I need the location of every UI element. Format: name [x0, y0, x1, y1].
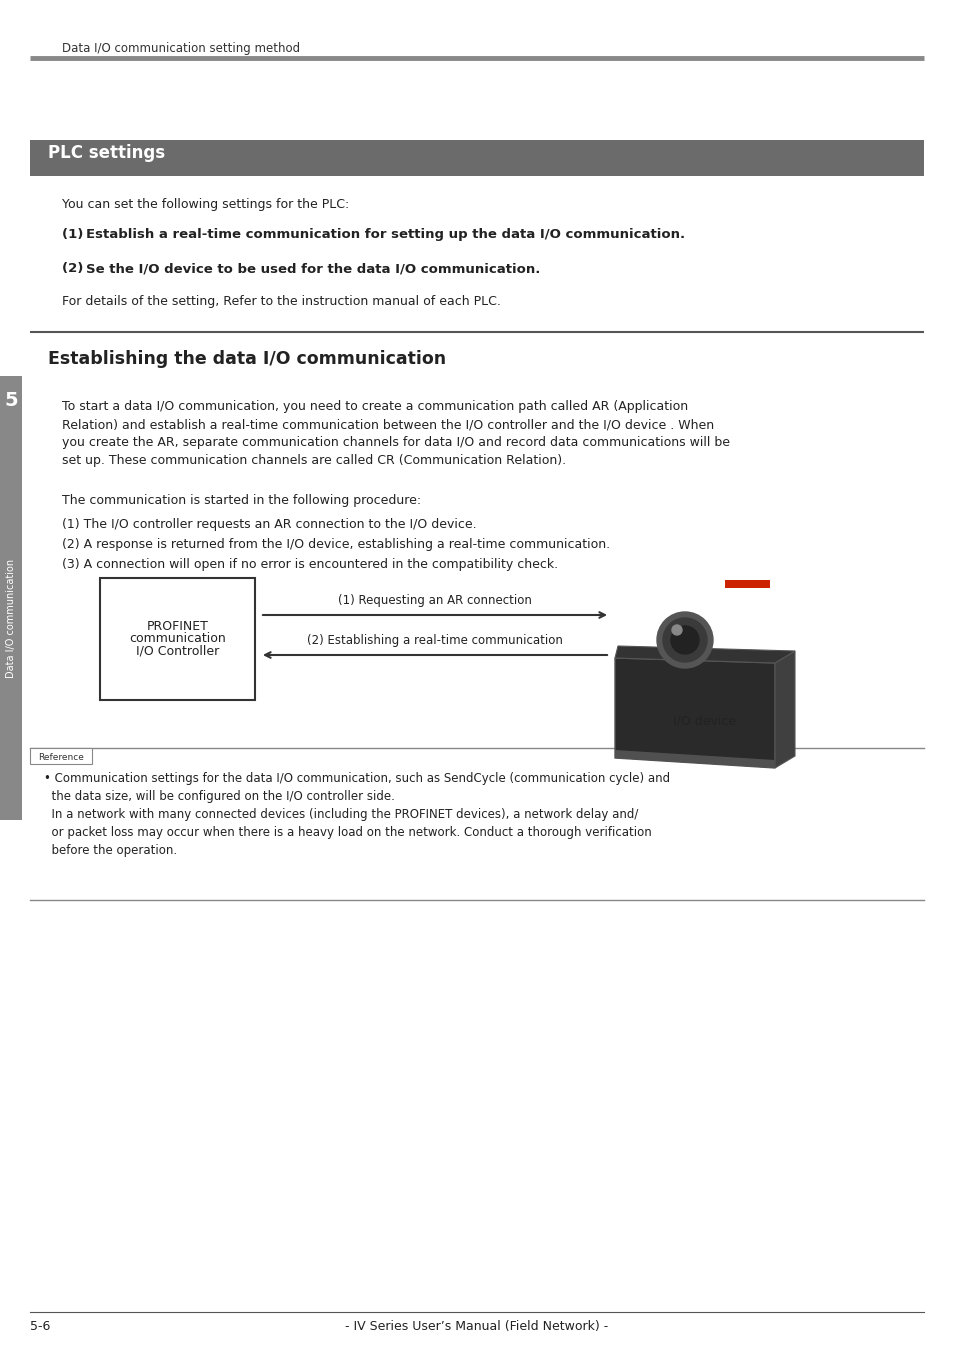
Text: set up. These communication channels are called CR (Communication Relation).: set up. These communication channels are…: [62, 454, 565, 466]
Text: (2): (2): [62, 262, 92, 275]
Text: Data I/O communication setting method: Data I/O communication setting method: [62, 42, 300, 55]
Polygon shape: [615, 749, 774, 768]
Text: The communication is started in the following procedure:: The communication is started in the foll…: [62, 493, 420, 507]
Bar: [0, 376, 22, 820]
Text: (2) Establishing a real-time communication: (2) Establishing a real-time communicati…: [307, 634, 562, 647]
Circle shape: [662, 617, 706, 662]
Text: 5: 5: [4, 391, 18, 410]
Text: (1) Requesting an AR connection: (1) Requesting an AR connection: [337, 594, 532, 607]
Text: the data size, will be configured on the I/O controller side.: the data size, will be configured on the…: [44, 790, 395, 803]
Text: you create the AR, separate communication channels for data I/O and record data : you create the AR, separate communicatio…: [62, 435, 729, 449]
Circle shape: [670, 625, 699, 654]
Bar: [30, 748, 91, 764]
Text: (1): (1): [62, 228, 92, 241]
Text: or packet loss may occur when there is a heavy load on the network. Conduct a th: or packet loss may occur when there is a…: [44, 826, 651, 838]
Bar: [100, 578, 254, 700]
Text: Relation) and establish a real-time communication between the I/O controller and: Relation) and establish a real-time comm…: [62, 418, 714, 431]
Text: • Communication settings for the data I/O communication, such as SendCycle (comm: • Communication settings for the data I/…: [44, 772, 669, 785]
Bar: [724, 580, 769, 588]
Text: (2) A response is returned from the I/O device, establishing a real-time communi: (2) A response is returned from the I/O …: [62, 538, 610, 551]
Text: You can set the following settings for the PLC:: You can set the following settings for t…: [62, 198, 349, 212]
Text: Establish a real-time communication for setting up the data I/O communication.: Establish a real-time communication for …: [86, 228, 684, 241]
Text: before the operation.: before the operation.: [44, 844, 177, 857]
Text: (1) The I/O controller requests an AR connection to the I/O device.: (1) The I/O controller requests an AR co…: [62, 518, 476, 531]
Text: communication: communication: [129, 632, 226, 646]
Polygon shape: [615, 658, 774, 768]
Text: I/O Controller: I/O Controller: [135, 644, 219, 658]
Text: Reference: Reference: [38, 752, 84, 762]
Text: (3) A connection will open if no error is encountered in the compatibility check: (3) A connection will open if no error i…: [62, 558, 558, 572]
Circle shape: [657, 612, 712, 669]
Text: Establishing the data I/O communication: Establishing the data I/O communication: [48, 350, 446, 368]
Text: To start a data I/O communication, you need to create a communication path calle: To start a data I/O communication, you n…: [62, 400, 687, 412]
Bar: [30, 140, 923, 177]
Text: In a network with many connected devices (including the PROFINET devices), a net: In a network with many connected devices…: [44, 807, 638, 821]
Text: - IV Series User’s Manual (Field Network) -: - IV Series User’s Manual (Field Network…: [345, 1320, 608, 1333]
Text: I/O device: I/O device: [673, 714, 736, 728]
Text: For details of the setting, Refer to the instruction manual of each PLC.: For details of the setting, Refer to the…: [62, 295, 500, 307]
Text: PLC settings: PLC settings: [48, 144, 165, 162]
Polygon shape: [615, 646, 794, 663]
Text: PROFINET: PROFINET: [147, 620, 208, 634]
Circle shape: [671, 625, 681, 635]
Text: 5-6: 5-6: [30, 1320, 51, 1333]
Text: Data I/O communication: Data I/O communication: [6, 558, 16, 678]
Text: KEYENCE: KEYENCE: [710, 623, 739, 628]
Text: Se the I/O device to be used for the data I/O communication.: Se the I/O device to be used for the dat…: [86, 262, 539, 275]
Polygon shape: [774, 651, 794, 768]
